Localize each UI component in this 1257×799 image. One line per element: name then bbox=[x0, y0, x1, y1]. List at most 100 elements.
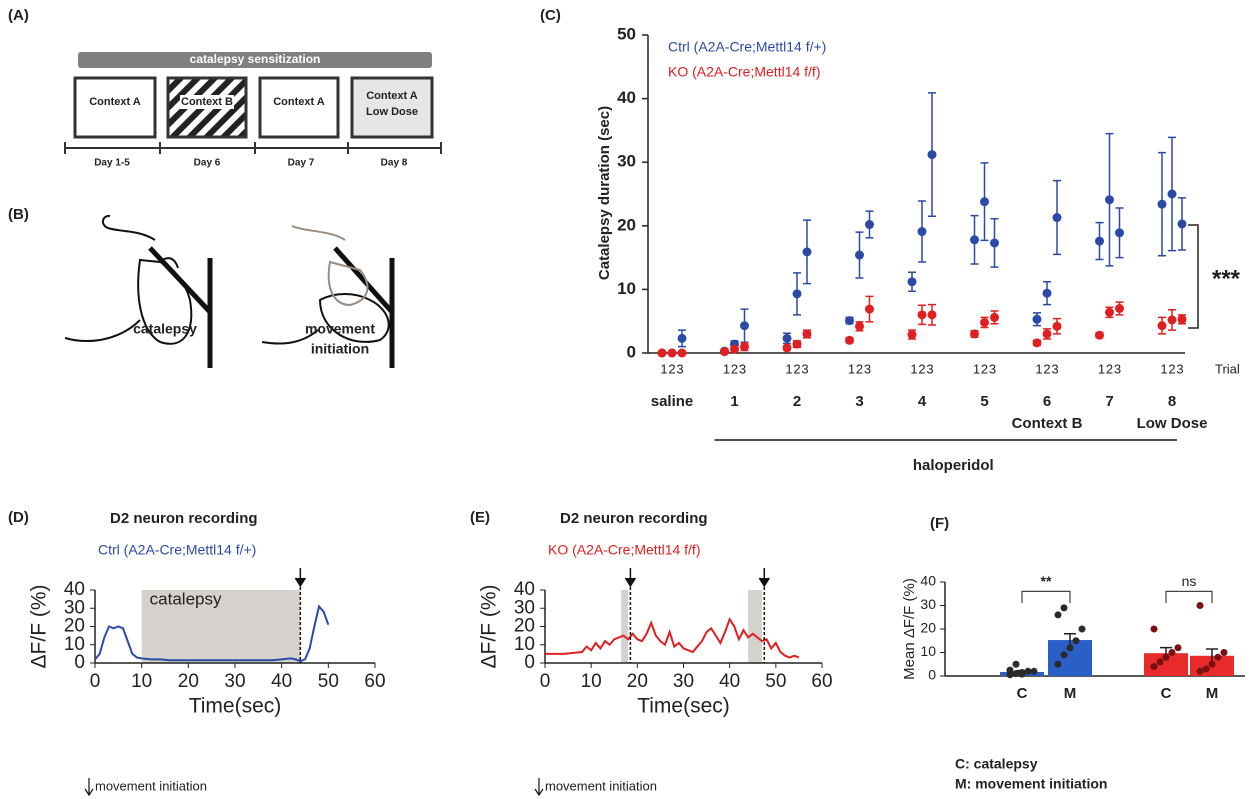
x-tick-label: 30 bbox=[224, 671, 245, 692]
trial-label: 2 bbox=[668, 361, 675, 376]
legend-entry: Ctrl (A2A-Cre;Mettl14 f/+) bbox=[668, 39, 826, 55]
footnote: M: movement initiation bbox=[955, 776, 1107, 792]
y-tick-label: 40 bbox=[617, 88, 636, 107]
dot bbox=[1095, 236, 1104, 246]
bar bbox=[1144, 653, 1188, 676]
dot bbox=[1177, 219, 1187, 229]
y-axis-label: Catalepsy duration (sec) bbox=[596, 106, 613, 280]
drawing-label: initiation bbox=[311, 341, 369, 357]
x-tick-label: 10 bbox=[581, 671, 602, 692]
y-tick-label: 30 bbox=[514, 597, 535, 618]
x-tick-label: 40 bbox=[719, 671, 740, 692]
group-note: Context B bbox=[1012, 415, 1083, 432]
data-point bbox=[1162, 653, 1170, 661]
x-tick-label: 40 bbox=[271, 671, 292, 692]
dot bbox=[1105, 195, 1114, 205]
significance: ** bbox=[1041, 573, 1052, 589]
group-label: 8 bbox=[1168, 393, 1176, 410]
group-label: 2 bbox=[793, 393, 801, 410]
dot bbox=[1167, 189, 1177, 199]
shaded-period bbox=[141, 590, 301, 663]
box-text: Context A bbox=[366, 90, 418, 102]
trial-label: 2 bbox=[856, 361, 863, 376]
note-arrow bbox=[84, 778, 94, 797]
data-point bbox=[1006, 666, 1014, 674]
y-tick-label: 40 bbox=[920, 573, 936, 589]
drawing-label: movement bbox=[305, 321, 375, 337]
group-label: 7 bbox=[1105, 393, 1113, 410]
dot bbox=[677, 348, 687, 358]
dot bbox=[927, 310, 937, 320]
dot bbox=[907, 330, 917, 340]
data-point bbox=[1150, 625, 1158, 633]
dot bbox=[1115, 303, 1124, 313]
y-tick-label: 20 bbox=[920, 620, 936, 636]
x-tick-label: 60 bbox=[811, 671, 832, 692]
shade-label: catalepsy bbox=[150, 589, 222, 608]
error-bar bbox=[1064, 632, 1076, 647]
data-point bbox=[1054, 660, 1062, 668]
legend-entry: KO (A2A-Cre;Mettl14 f/f) bbox=[668, 64, 820, 80]
trial-label: 2 bbox=[793, 361, 800, 376]
trial-label: 2 bbox=[1043, 361, 1050, 376]
day-label: Day 6 bbox=[194, 158, 221, 169]
dot bbox=[980, 317, 989, 327]
dot bbox=[855, 250, 864, 260]
event-arrow bbox=[624, 568, 637, 588]
trial-label: 2 bbox=[918, 361, 925, 376]
dot bbox=[782, 333, 792, 343]
trial-axis-label: Trial bbox=[1215, 361, 1240, 376]
dot bbox=[740, 342, 749, 352]
dot bbox=[677, 333, 687, 343]
x-axis-label: Time(sec) bbox=[189, 695, 282, 718]
x-tick-label: 0 bbox=[540, 671, 551, 692]
day-label: Day 7 bbox=[288, 158, 315, 169]
y-tick-label: 10 bbox=[920, 643, 936, 659]
dot bbox=[1105, 307, 1114, 317]
data-point bbox=[1156, 658, 1164, 666]
dot bbox=[782, 343, 792, 353]
banner bbox=[78, 52, 432, 68]
x-tick-label: C bbox=[1017, 685, 1028, 702]
data-point bbox=[1202, 665, 1210, 673]
y-tick-label: 50 bbox=[617, 24, 636, 43]
trial-label: 3 bbox=[676, 361, 683, 376]
y-axis-label: ΔF/F (%) bbox=[28, 584, 51, 668]
x-tick-label: M bbox=[1064, 685, 1077, 702]
trace bbox=[94, 604, 330, 663]
dot bbox=[740, 321, 749, 331]
dot bbox=[1052, 213, 1062, 223]
data-point bbox=[1030, 667, 1038, 675]
dot bbox=[1032, 314, 1042, 324]
banner-text: catalepsy sensitization bbox=[190, 52, 321, 66]
trial-label: 1 bbox=[723, 361, 730, 376]
trial-label: 3 bbox=[989, 361, 996, 376]
data-point bbox=[1208, 660, 1216, 668]
footnote: C: catalepsy bbox=[955, 756, 1038, 772]
significance: ns bbox=[1182, 573, 1197, 589]
trial-label: 1 bbox=[910, 361, 917, 376]
trial-label: 1 bbox=[973, 361, 980, 376]
day-label: Day 8 bbox=[381, 158, 408, 169]
y-axis-label: ΔF/F (%) bbox=[478, 584, 501, 668]
dot bbox=[990, 238, 999, 248]
trial-label: 1 bbox=[1098, 361, 1105, 376]
dot bbox=[1157, 321, 1167, 331]
group-label: 1 bbox=[730, 393, 738, 410]
dot bbox=[970, 329, 979, 339]
dot bbox=[1095, 330, 1104, 340]
label-bg bbox=[180, 95, 234, 109]
trial-label: 1 bbox=[1160, 361, 1167, 376]
dot bbox=[1177, 314, 1187, 324]
chart-title: D2 neuron recording bbox=[110, 510, 258, 527]
panel-label: (B) bbox=[8, 206, 29, 223]
x-tick-label: 20 bbox=[178, 671, 199, 692]
dot bbox=[845, 316, 854, 326]
dot bbox=[792, 289, 802, 299]
context-box bbox=[73, 76, 157, 139]
dot bbox=[1032, 338, 1042, 348]
trial-label: 3 bbox=[1114, 361, 1121, 376]
dot bbox=[1042, 329, 1052, 339]
context-box bbox=[258, 76, 340, 139]
